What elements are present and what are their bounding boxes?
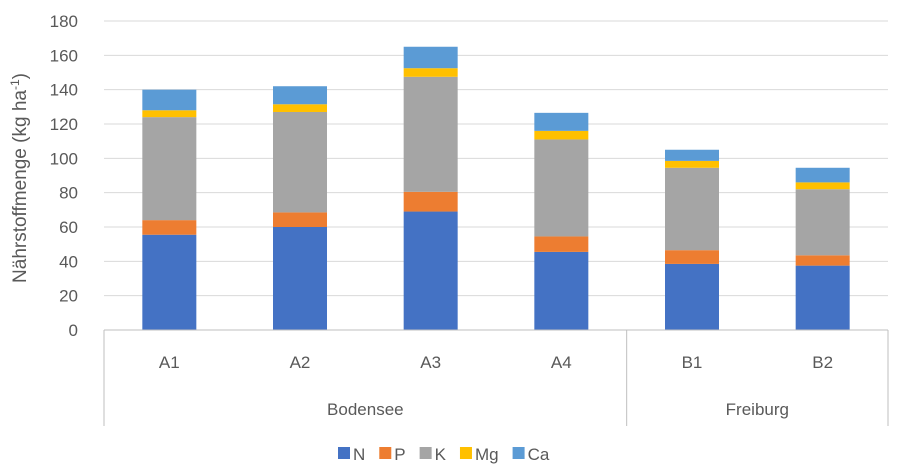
- bar-segment-mg-a2: [273, 104, 327, 112]
- bar-segment-ca-a3: [403, 46, 458, 69]
- y-axis-label-superscript: -1: [8, 79, 22, 90]
- y-axis-label: Nährstoffmenge (kg ha-1): [8, 73, 31, 283]
- bar-segment-k-a4: [534, 139, 589, 237]
- bar-segment-mg-b1: [665, 160, 719, 168]
- legend-swatch-ca: [512, 447, 525, 459]
- y-tick-label: 160: [50, 46, 78, 65]
- legend-label-k: K: [435, 445, 447, 464]
- group-label: Freiburg: [726, 400, 789, 419]
- legend-label-ca: Ca: [528, 445, 550, 464]
- bar-segment-p-a4: [534, 236, 589, 252]
- group-label: Bodensee: [327, 400, 404, 419]
- y-tick-label: 140: [50, 81, 78, 100]
- bars: [142, 46, 850, 330]
- bar-segment-p-b1: [665, 250, 719, 264]
- legend-label-p: P: [394, 445, 405, 464]
- x-tick-label: A3: [420, 353, 441, 372]
- y-tick-label: 120: [50, 115, 78, 134]
- y-tick-label: 100: [50, 149, 78, 168]
- bar-segment-p-a3: [403, 191, 458, 212]
- y-axis-label-tail: ): [10, 73, 31, 79]
- y-tick-label: 0: [69, 321, 78, 340]
- legend-swatch-k: [419, 447, 432, 459]
- legend-swatch-mg: [459, 447, 472, 459]
- bar-segment-ca-a4: [534, 112, 589, 131]
- bar-segment-mg-b2: [795, 182, 850, 190]
- bar-segment-mg-a1: [142, 110, 197, 118]
- legend-swatch-p: [379, 447, 392, 459]
- bar-segment-ca-a2: [273, 86, 327, 105]
- bar-segment-n-b2: [795, 265, 850, 330]
- gridlines: [104, 20, 888, 297]
- bar-segment-p-b2: [795, 255, 850, 266]
- bar-segment-k-a1: [142, 117, 197, 221]
- bar-segment-p-a1: [142, 220, 197, 235]
- bar-segment-mg-a4: [534, 130, 589, 140]
- y-tick-label: 20: [59, 287, 78, 306]
- bar-segment-mg-a3: [403, 68, 458, 77]
- bar-segment-k-b2: [795, 189, 850, 256]
- y-axis-label-main: Nährstoffmenge (kg ha: [10, 90, 31, 283]
- y-axis-ticks: 0 20 40 60 80 100 120 140 160 180: [50, 12, 78, 340]
- y-tick-label: 40: [59, 252, 78, 271]
- x-tick-label: B1: [682, 353, 703, 372]
- x-tick-label: A2: [290, 353, 311, 372]
- bar-segment-n-a2: [273, 227, 327, 330]
- y-tick-label: 180: [50, 12, 78, 31]
- bar-segment-p-a2: [273, 212, 327, 227]
- bar-segment-n-b1: [665, 263, 719, 330]
- legend-label-n: N: [353, 445, 365, 464]
- bar-segment-ca-b2: [795, 167, 850, 183]
- x-axis: A1 A2 A3 A4 B1 B2 Bodensee Freiburg: [103, 329, 889, 426]
- y-tick-label: 80: [59, 184, 78, 203]
- y-tick-label: 60: [59, 218, 78, 237]
- legend-swatch-n: [338, 447, 350, 459]
- x-tick-label: B2: [812, 353, 833, 372]
- bar-segment-n-a3: [403, 211, 458, 330]
- legend-label-mg: Mg: [475, 445, 499, 464]
- bar-segment-n-a4: [534, 251, 589, 330]
- bar-segment-n-a1: [142, 234, 197, 330]
- bar-segment-ca-b1: [665, 149, 719, 161]
- bar-segment-k-a2: [273, 111, 327, 213]
- x-tick-label: A1: [159, 353, 180, 372]
- bar-segment-ca-a1: [142, 89, 197, 111]
- legend: N P K Mg Ca: [338, 445, 550, 464]
- bar-segment-k-b1: [665, 167, 719, 251]
- x-tick-label: A4: [551, 353, 572, 372]
- bar-segment-k-a3: [403, 76, 458, 192]
